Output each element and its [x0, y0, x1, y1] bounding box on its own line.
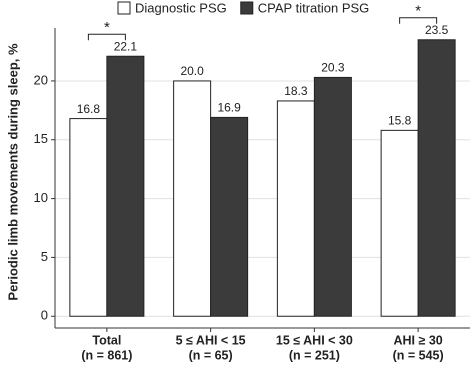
x-tick-label: 5 ≤ AHI < 15	[176, 333, 246, 347]
bar	[380, 129, 419, 317]
legend-label: CPAP titration PSG	[258, 0, 370, 15]
legend-swatch	[240, 1, 254, 15]
x-tick-label: (n = 861)	[81, 348, 132, 362]
value-label: 20.0	[180, 64, 204, 78]
bar	[173, 80, 212, 317]
y-tick-label: 5	[41, 249, 48, 264]
value-label: 18.3	[284, 84, 308, 98]
value-label: 16.9	[217, 101, 241, 115]
x-tick-label: (n = 251)	[289, 348, 340, 362]
y-tick-label: 0	[41, 308, 48, 323]
x-tick-label: (n = 545)	[393, 348, 444, 362]
value-label: 20.3	[321, 61, 345, 75]
x-tick-label: 15 ≤ AHI < 30	[276, 333, 353, 347]
y-axis-label: Periodic limb movements during sleep, %	[5, 43, 20, 301]
bar	[69, 118, 108, 317]
significance-bracket	[399, 17, 438, 24]
bar	[313, 76, 352, 317]
bar	[276, 100, 315, 317]
significance-bracket	[87, 33, 126, 41]
value-label: 16.8	[77, 102, 101, 116]
bar	[106, 55, 145, 317]
y-tick-label: 15	[34, 131, 48, 146]
bar	[417, 39, 456, 317]
x-tick-label: Total	[92, 333, 121, 347]
legend-swatch	[117, 1, 131, 15]
significance-label: *	[415, 3, 421, 20]
value-label: 22.1	[114, 39, 138, 53]
legend-label: Diagnostic PSG	[135, 0, 227, 15]
value-label: 23.5	[425, 23, 449, 37]
value-label: 15.8	[388, 114, 412, 128]
significance-label: *	[104, 19, 110, 36]
y-tick-label: 10	[34, 190, 48, 205]
x-tick-label: AHI ≥ 30	[394, 333, 443, 347]
y-tick-label: 20	[34, 72, 48, 87]
bar	[210, 116, 249, 317]
x-tick-label: (n = 65)	[189, 348, 233, 362]
